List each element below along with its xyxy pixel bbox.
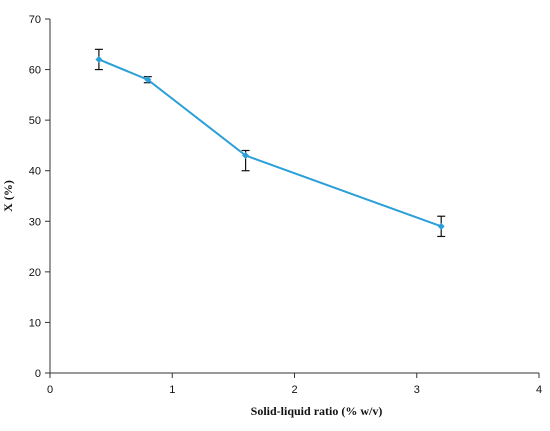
y-tick-label: 0	[35, 368, 41, 380]
y-tick-label: 30	[29, 216, 41, 228]
x-tick-label: 1	[169, 384, 175, 396]
x-tick-label: 0	[47, 384, 53, 396]
x-tick-label: 2	[291, 384, 297, 396]
y-tick-label: 50	[29, 115, 41, 127]
data-point	[95, 55, 103, 63]
y-tick-label: 10	[29, 317, 41, 329]
series	[95, 55, 445, 230]
data-point	[437, 222, 445, 230]
y-tick-label: 70	[29, 14, 41, 26]
x-axis-label: Solid-liquid ratio (% w/v)	[251, 404, 383, 418]
series-line	[98, 58, 442, 228]
ticks: 0 10 20 30 40 50 60 70 0 1 2 3 4	[29, 14, 542, 396]
y-tick-label: 20	[29, 267, 41, 279]
x-tick-label: 3	[414, 384, 420, 396]
axes	[49, 19, 539, 374]
data-point	[144, 76, 152, 84]
x-tick-label: 4	[536, 384, 542, 396]
data-point	[242, 152, 250, 160]
y-axis-label: X (%)	[1, 180, 15, 212]
y-tick-label: 60	[29, 65, 41, 77]
y-tick-label: 40	[29, 166, 41, 178]
